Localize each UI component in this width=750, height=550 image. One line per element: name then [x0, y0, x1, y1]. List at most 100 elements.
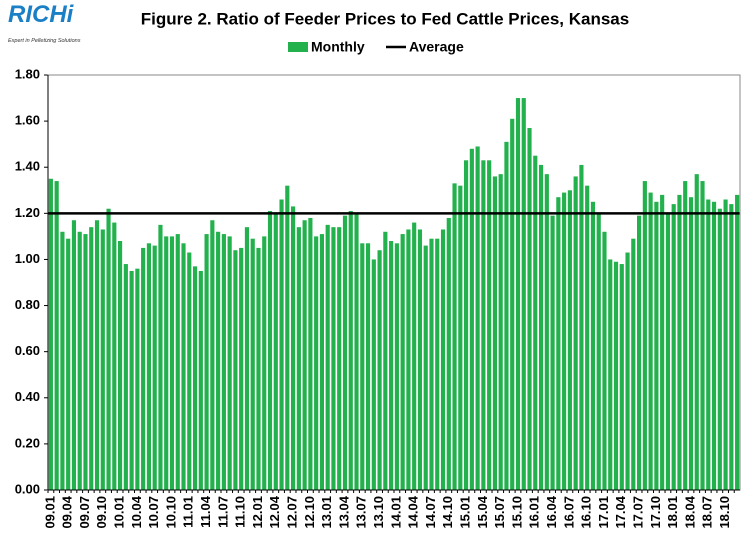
bar [112, 222, 117, 491]
x-tick-label: 17.07 [631, 496, 646, 529]
legend-swatch [288, 42, 308, 52]
x-tick-label: 10.10 [163, 496, 178, 529]
bar [654, 201, 659, 491]
bar [123, 264, 128, 490]
bar [360, 243, 365, 490]
x-tick-label: 09.10 [94, 496, 109, 529]
bar [510, 118, 515, 491]
bar [711, 201, 717, 491]
y-tick-label: 0.80 [15, 297, 40, 312]
x-tick-label: 12.10 [302, 496, 317, 529]
chart-title: Figure 2. Ratio of Feeder Prices to Fed … [141, 9, 629, 28]
bar [129, 270, 134, 490]
x-tick-label: 11.01 [181, 496, 196, 528]
bar [631, 238, 636, 490]
bar [135, 268, 140, 490]
bar [383, 231, 388, 490]
bar [567, 190, 572, 490]
y-tick-label: 0.00 [15, 481, 40, 496]
x-tick-label: 18.04 [682, 495, 697, 528]
bar [291, 206, 296, 490]
bar [527, 128, 532, 490]
bar [210, 220, 215, 490]
bar [585, 185, 590, 490]
bar [706, 199, 711, 490]
y-tick-label: 1.40 [15, 159, 40, 174]
bar [492, 176, 497, 490]
x-tick-label: 15.04 [475, 495, 490, 528]
bar [169, 236, 175, 490]
bar [118, 241, 123, 490]
bar [365, 243, 371, 490]
bar [596, 213, 601, 491]
x-tick-label: 09.07 [77, 496, 92, 529]
bar [729, 204, 734, 490]
x-tick-label: 10.07 [146, 496, 161, 529]
x-tick-label: 13.10 [371, 496, 386, 529]
bar [389, 241, 394, 490]
y-tick-label: 0.40 [15, 389, 40, 404]
bar [683, 181, 688, 491]
bar [590, 201, 596, 491]
bar [677, 194, 682, 490]
bar [717, 208, 722, 490]
bar [550, 215, 555, 490]
bar [216, 231, 221, 490]
bar [83, 234, 88, 490]
x-tick-label: 15.01 [458, 496, 473, 529]
bar [377, 250, 382, 490]
bar [48, 178, 53, 490]
x-tick-label: 12.07 [285, 496, 300, 529]
bar [515, 98, 521, 491]
x-tick-label: 13.07 [354, 496, 369, 529]
bar [429, 238, 434, 490]
x-tick-label: 17.01 [596, 496, 611, 529]
bar [192, 266, 198, 490]
bar [77, 231, 82, 490]
bar [244, 227, 250, 490]
bar [256, 247, 261, 490]
bar [400, 234, 405, 490]
bar [602, 231, 607, 490]
x-tick-label: 15.10 [509, 496, 524, 529]
bar [412, 222, 417, 491]
bar [642, 181, 647, 491]
x-tick-label: 14.07 [423, 496, 438, 529]
bar [273, 213, 278, 491]
bar [417, 229, 423, 490]
bar [296, 227, 301, 490]
bar [487, 160, 492, 491]
bar [533, 155, 538, 490]
bar [94, 220, 100, 490]
bar [573, 176, 578, 490]
legend-label: Average [409, 39, 464, 55]
bar [562, 192, 567, 491]
bar [146, 243, 151, 490]
bar [158, 224, 163, 490]
bar [637, 215, 642, 490]
bar [735, 194, 740, 490]
bar [348, 211, 353, 490]
bar [227, 236, 232, 490]
bar [319, 234, 324, 490]
logo: RICHi [8, 1, 75, 28]
bar [688, 197, 694, 490]
x-tick-label: 10.04 [129, 495, 144, 528]
bar [406, 229, 411, 490]
bar [458, 185, 463, 490]
bar [302, 220, 307, 490]
x-tick-label: 18.07 [700, 496, 715, 529]
y-tick-label: 0.20 [15, 435, 40, 450]
bar [475, 146, 480, 490]
bar [394, 243, 399, 490]
bar [435, 238, 440, 490]
legend-label: Monthly [311, 39, 365, 55]
bar [498, 174, 503, 490]
bar [54, 181, 59, 491]
y-tick-label: 1.20 [15, 205, 40, 220]
x-tick-label: 16.10 [579, 496, 594, 529]
bar [481, 160, 486, 491]
bar [267, 211, 273, 490]
bar [152, 245, 157, 490]
bar [579, 164, 584, 490]
